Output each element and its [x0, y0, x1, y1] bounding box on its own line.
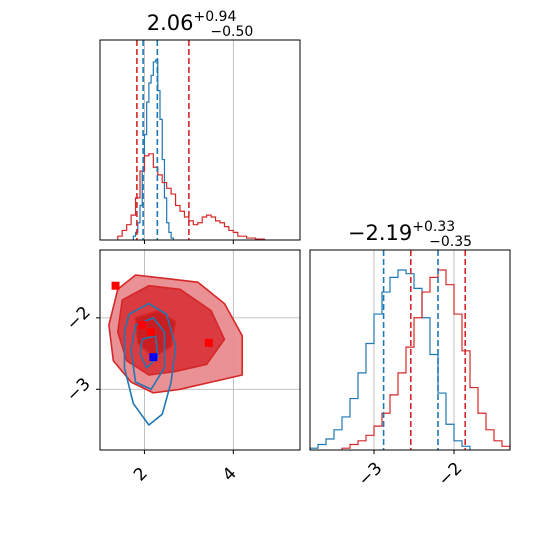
- y-tick-label-bottom-left-1: −3: [63, 374, 95, 406]
- contour-level-1-0: [123, 302, 177, 426]
- title-bottom-right: −2.19+0.33 −0.35: [348, 219, 472, 250]
- title-top-left-plus: +0.94: [193, 9, 236, 25]
- histogram-bottom-right: [309, 250, 511, 450]
- title-bottom-right-minus: −0.35: [429, 234, 472, 250]
- marker-1-0: [149, 353, 158, 362]
- x-tick-label-bottom-right-1: −2: [435, 459, 467, 491]
- histogram-top-left: [117, 40, 266, 240]
- marker-0-3: [204, 338, 213, 347]
- frame-top-left: [99, 39, 301, 241]
- contour-level-1-1: [130, 317, 166, 391]
- y-ticks-bottom-left: −2 −3: [63, 303, 100, 406]
- frame-bottom-right: [309, 249, 511, 451]
- marker-0-2: [147, 328, 156, 337]
- y-tick-label-bottom-left-0: −2: [63, 303, 95, 335]
- contour-level-1-2: [139, 334, 159, 369]
- histogram-series-0: [309, 269, 471, 450]
- histogram-series-1: [117, 153, 266, 240]
- frame-bottom-left: [99, 249, 301, 451]
- marker-0-0: [111, 281, 120, 290]
- title-top-left-median: 2.06: [147, 11, 194, 35]
- contour-bottom-left: [108, 274, 244, 426]
- x-ticks-bottom-right: −3 −2: [355, 459, 467, 491]
- grid-bottom-right: [373, 250, 455, 454]
- title-bottom-right-plus: +0.33: [412, 219, 455, 235]
- x-tick-label-bottom-right-0: −3: [355, 459, 387, 491]
- x-tick-label-bottom-left-1: 4: [219, 464, 241, 486]
- histogram-series-1: [341, 269, 511, 450]
- marker-0-1: [138, 321, 147, 329]
- title-top-left-minus: −0.50: [210, 24, 253, 40]
- panel-top-left: 2.06+0.94 −0.50: [99, 9, 301, 244]
- x-tick-label-bottom-left-0: 2: [130, 464, 152, 486]
- title-top-left: 2.06+0.94 −0.50: [147, 9, 254, 40]
- histogram-series-0: [132, 59, 174, 240]
- title-bottom-right-median: −2.19: [348, 221, 412, 245]
- panel-bottom-right: −2.19+0.33 −0.35 −3 −2: [309, 219, 511, 491]
